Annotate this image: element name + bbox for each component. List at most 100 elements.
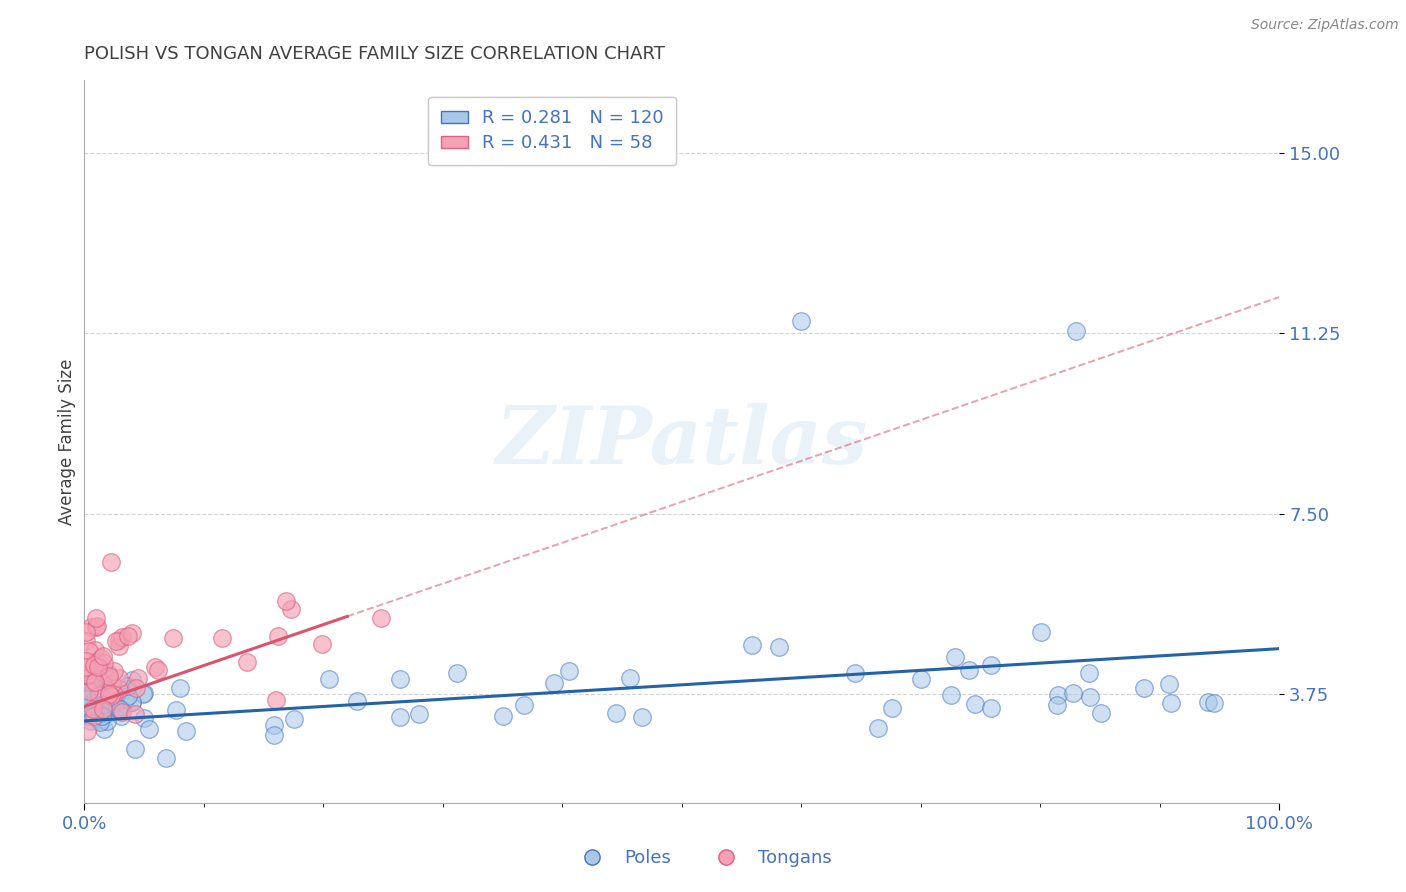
Point: [107, 701, 129, 715]
Legend: R = 0.281   N = 120, R = 0.431   N = 58: R = 0.281 N = 120, R = 0.431 N = 58: [427, 96, 676, 165]
Point: [121, 626, 143, 640]
Point: [165, 703, 187, 717]
Point: [121, 695, 143, 709]
Point: [101, 687, 124, 701]
Point: [1078, 690, 1101, 705]
Point: [97, 668, 120, 682]
Text: ZIPatlas: ZIPatlas: [496, 403, 868, 480]
Point: [790, 314, 813, 328]
Point: [388, 672, 411, 686]
Point: [103, 694, 125, 708]
Point: [96, 686, 118, 700]
Point: [77, 701, 100, 715]
Point: [388, 710, 411, 724]
Point: [86, 706, 108, 721]
Point: [77, 699, 100, 714]
Point: [263, 727, 285, 741]
Point: [318, 672, 340, 686]
Point: [75, 685, 97, 699]
Point: [408, 707, 430, 722]
Point: [80, 695, 103, 709]
Point: [108, 701, 131, 715]
Point: [83, 658, 105, 673]
Point: [963, 697, 986, 711]
Point: [631, 710, 654, 724]
Point: [1197, 695, 1219, 709]
Point: [84, 660, 107, 674]
Point: [134, 711, 156, 725]
Point: [124, 741, 146, 756]
Point: [90, 651, 112, 665]
Point: [100, 689, 122, 703]
Point: [84, 655, 107, 669]
Point: [76, 668, 98, 682]
Point: [1066, 324, 1088, 338]
Point: [111, 630, 134, 644]
Point: [980, 657, 1002, 672]
Point: [211, 631, 233, 645]
Y-axis label: Average Family Size: Average Family Size: [58, 359, 76, 524]
Point: [346, 694, 368, 708]
Point: [80, 700, 103, 714]
Point: [91, 708, 114, 723]
Point: [77, 706, 100, 720]
Point: [1159, 677, 1181, 691]
Point: [96, 681, 118, 696]
Point: [108, 681, 131, 696]
Point: [75, 673, 97, 687]
Point: [134, 685, 156, 699]
Point: [957, 663, 980, 677]
Point: [80, 714, 103, 728]
Point: [492, 709, 515, 723]
Point: [80, 620, 103, 634]
Point: [605, 706, 627, 720]
Point: [104, 634, 127, 648]
Point: [82, 683, 104, 698]
Point: [143, 660, 166, 674]
Point: [882, 700, 904, 714]
Point: [1204, 696, 1226, 710]
Point: [111, 705, 134, 719]
Point: [93, 695, 115, 709]
Point: [117, 689, 139, 703]
Point: [75, 660, 97, 674]
Point: [91, 702, 114, 716]
Point: [311, 637, 333, 651]
Point: [768, 640, 790, 655]
Point: [121, 695, 143, 709]
Point: [75, 683, 97, 698]
Point: [124, 706, 146, 721]
Point: [98, 687, 121, 701]
Point: [107, 633, 129, 648]
Point: [82, 702, 104, 716]
Point: [107, 671, 129, 685]
Point: [110, 709, 132, 723]
Point: [1046, 698, 1069, 712]
Point: [131, 687, 153, 701]
Point: [1160, 697, 1182, 711]
Point: [107, 639, 129, 653]
Point: [80, 682, 103, 697]
Point: [104, 696, 127, 710]
Point: [1046, 688, 1069, 702]
Point: [100, 555, 122, 569]
Point: [94, 697, 117, 711]
Point: [86, 702, 108, 716]
Point: [76, 706, 98, 720]
Point: [283, 712, 305, 726]
Point: [1062, 686, 1084, 700]
Point: [446, 666, 468, 681]
Point: [93, 656, 115, 670]
Point: [76, 692, 98, 706]
Point: [76, 723, 98, 738]
Point: [162, 631, 184, 645]
Point: [83, 702, 105, 716]
Point: [93, 692, 115, 706]
Point: [741, 638, 763, 652]
Point: [90, 681, 112, 696]
Point: [169, 681, 191, 695]
Point: [146, 663, 169, 677]
Point: [512, 698, 534, 712]
Point: [267, 629, 290, 643]
Point: [101, 677, 124, 691]
